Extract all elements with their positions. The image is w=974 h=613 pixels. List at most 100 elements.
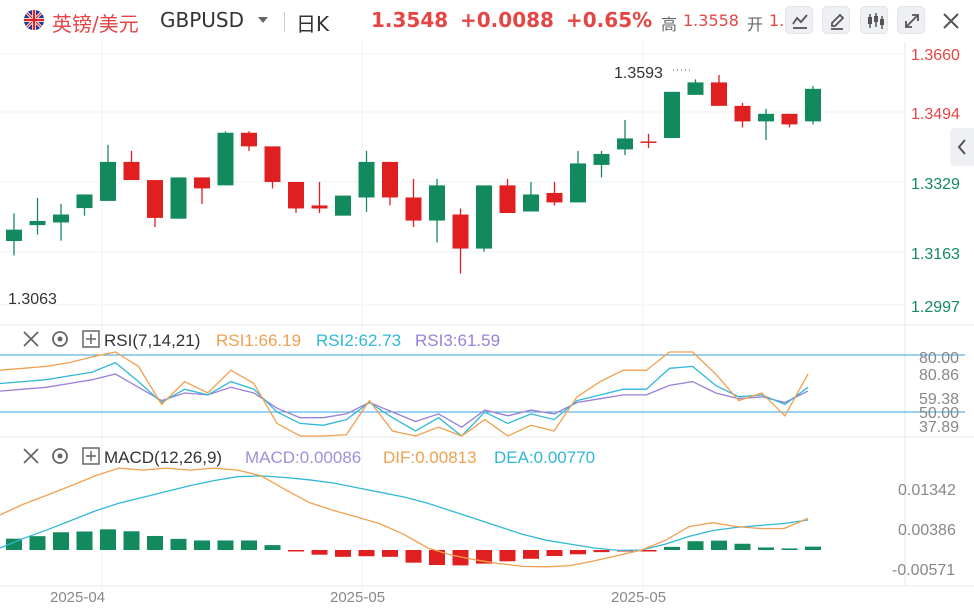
candle <box>53 203 69 241</box>
rsi-tick: 80.00 <box>919 350 959 367</box>
macd-add-button[interactable] <box>82 447 100 465</box>
macd-bar <box>546 550 563 557</box>
rsi-tick: 59.38 <box>919 391 959 408</box>
macd-bar <box>711 540 727 550</box>
candle-body <box>241 132 257 147</box>
macd-bar <box>687 541 704 550</box>
candle-body <box>288 181 304 209</box>
macd-bar <box>76 531 93 550</box>
candle <box>452 208 469 274</box>
caret-down-icon[interactable] <box>258 17 268 23</box>
candle-body <box>100 161 116 201</box>
candle <box>241 131 257 151</box>
candle <box>382 161 398 206</box>
rsi-tick: 80.86 <box>919 367 959 384</box>
pencil-button[interactable] <box>822 6 850 34</box>
candle <box>734 102 751 128</box>
indicators-button[interactable] <box>860 6 888 34</box>
macd-bar <box>570 550 586 555</box>
macd-bar <box>53 532 69 550</box>
candle-body <box>429 185 445 221</box>
candle-body <box>617 138 633 150</box>
candle-body <box>358 161 375 198</box>
header-divider <box>284 12 285 32</box>
rsi3-line <box>0 373 809 428</box>
drawing-tools-button[interactable] <box>785 6 813 34</box>
fullscreen-icon <box>905 14 919 28</box>
candle <box>6 213 22 256</box>
candle-body <box>476 185 492 249</box>
macd-bar <box>640 550 657 552</box>
rsi2-value: RSI2:62.73 <box>316 331 401 350</box>
candle <box>617 119 633 156</box>
macd-close-button[interactable] <box>23 448 39 464</box>
add-icon <box>82 330 100 348</box>
candle <box>311 181 328 214</box>
price-change: +0.0088 <box>460 8 554 32</box>
macd-bar <box>170 538 187 550</box>
candle <box>358 150 375 212</box>
macd-bar <box>734 543 751 550</box>
candle-body <box>711 82 727 106</box>
macd-bar <box>264 545 281 550</box>
macd-bar <box>523 550 539 559</box>
candle <box>570 150 586 203</box>
symbol-name[interactable]: 英镑/美元 <box>52 12 139 36</box>
candle <box>593 150 610 178</box>
high-label: 高 <box>661 15 678 34</box>
candle-body <box>758 113 774 122</box>
macd-name: MACD(12,26,9) <box>104 448 222 467</box>
candle <box>546 181 563 206</box>
candle <box>711 74 727 106</box>
price-tick: 1.3660 <box>911 47 960 64</box>
dif-value: DIF:0.00813 <box>383 448 477 467</box>
macd-bar <box>100 529 116 550</box>
candle <box>29 197 46 235</box>
date-tick: 2025-05 <box>330 589 385 606</box>
candle-body <box>523 194 539 212</box>
candle-body <box>382 161 398 198</box>
price-tick: 1.3494 <box>911 106 960 123</box>
candle-body <box>664 91 680 139</box>
price-tick: 1.3163 <box>911 246 960 263</box>
candle-body <box>53 214 69 223</box>
price-tick: 1.3329 <box>911 176 960 193</box>
candle-body <box>734 105 751 122</box>
candle-body <box>546 192 563 203</box>
close-chart-button[interactable] <box>938 8 964 34</box>
candle-body <box>6 229 22 242</box>
candle <box>781 113 798 128</box>
rsi-close-button[interactable] <box>23 331 39 347</box>
period-selector[interactable]: 日K <box>296 12 330 36</box>
candle-body <box>452 214 469 249</box>
date-tick: 2025-05 <box>611 589 666 606</box>
open-label: 开 <box>747 15 764 34</box>
macd-bar <box>805 546 821 550</box>
macd-bar <box>358 550 375 557</box>
collapse-panel-button[interactable] <box>950 128 974 166</box>
macd-bar <box>311 550 328 555</box>
macd-bar <box>758 547 774 550</box>
candle-body <box>123 161 140 181</box>
macd-panel: MACD(12,26,9) MACD:0.00086 DIF:0.00813 D… <box>0 447 956 579</box>
candle-body <box>499 185 516 214</box>
candle <box>640 133 657 148</box>
macd-bar <box>147 535 163 550</box>
fullscreen-button[interactable] <box>897 6 925 34</box>
rsi3-value: RSI3:61.59 <box>415 331 500 350</box>
macd-settings-button[interactable] <box>52 448 68 464</box>
price-change-percent: +0.65% <box>566 8 653 32</box>
candle-body <box>405 197 422 221</box>
candle <box>123 150 140 181</box>
macd-bar <box>664 546 680 550</box>
price-tick: 1.2997 <box>911 299 960 316</box>
pencil-icon <box>831 13 845 30</box>
add-icon <box>82 447 100 465</box>
symbol-code[interactable]: GBPUSD <box>160 8 245 32</box>
macd-bar <box>405 550 422 563</box>
rsi-add-button[interactable] <box>82 330 100 348</box>
rsi-settings-button[interactable] <box>52 331 68 347</box>
dea-line <box>0 475 809 552</box>
macd-value: MACD:0.00086 <box>245 448 361 467</box>
